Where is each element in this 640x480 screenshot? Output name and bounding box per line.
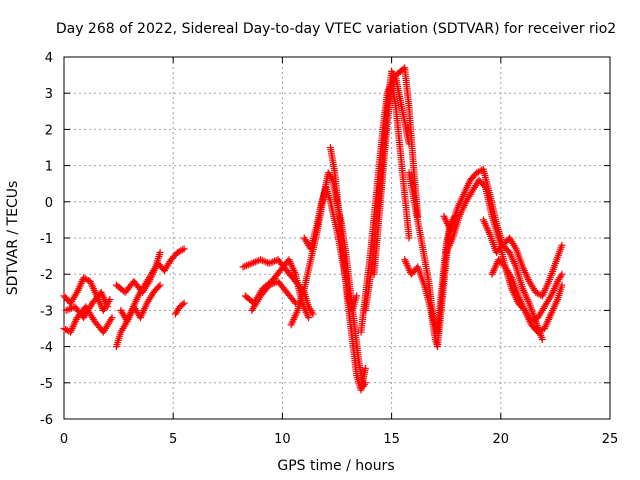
data-point xyxy=(104,303,112,311)
y-tick-label: 3 xyxy=(45,87,53,102)
data-point xyxy=(558,270,566,278)
y-tick-label: -4 xyxy=(40,341,53,356)
data-point xyxy=(353,292,361,300)
x-tick-label: 5 xyxy=(169,432,177,447)
x-tick-label: 25 xyxy=(602,432,619,447)
y-tick-label: -6 xyxy=(40,413,53,428)
y-tick-label: -5 xyxy=(40,377,53,392)
data-point xyxy=(558,241,566,249)
y-tick-label: -2 xyxy=(40,268,53,283)
y-tick-label: -1 xyxy=(40,232,53,247)
x-tick-label: 15 xyxy=(383,432,400,447)
data-point xyxy=(180,245,188,253)
data-point xyxy=(108,314,116,322)
chart-title: Day 268 of 2022, Sidereal Day-to-day VTE… xyxy=(56,21,616,37)
y-tick-label: 0 xyxy=(45,196,53,211)
data-point xyxy=(155,283,163,291)
y-tick-label: -3 xyxy=(40,304,53,319)
grid-lines xyxy=(64,57,610,419)
y-tick-label: 1 xyxy=(45,160,53,175)
x-tick-labels: 0 5 10 15 20 25 xyxy=(60,432,618,447)
data-point xyxy=(309,310,317,318)
data-point xyxy=(178,246,186,254)
y-tick-labels: -6 -5 -4 -3 -2 -1 0 1 2 3 4 xyxy=(40,51,53,428)
x-tick-label: 20 xyxy=(493,432,510,447)
data-point xyxy=(361,364,369,372)
data-point xyxy=(292,299,300,307)
x-tick-label: 0 xyxy=(60,432,68,447)
data-point xyxy=(558,281,566,289)
data-point xyxy=(179,300,187,308)
data-point xyxy=(180,299,188,307)
y-tick-label: 4 xyxy=(45,51,53,66)
data-point xyxy=(156,248,164,256)
data-point xyxy=(290,298,298,306)
data-point xyxy=(83,276,91,284)
x-axis-label: GPS time / hours xyxy=(277,458,394,474)
data-point xyxy=(305,314,313,322)
data-point xyxy=(177,247,185,255)
data-point xyxy=(480,182,488,190)
x-tick-label: 10 xyxy=(274,432,291,447)
data-point xyxy=(156,281,164,289)
data-point xyxy=(405,234,413,242)
y-axis-label: SDTVAR / TECUs xyxy=(5,181,21,296)
y-tick-label: 2 xyxy=(45,123,53,138)
data-points xyxy=(60,64,566,394)
axis-ticks xyxy=(63,56,611,420)
data-point xyxy=(538,335,546,343)
